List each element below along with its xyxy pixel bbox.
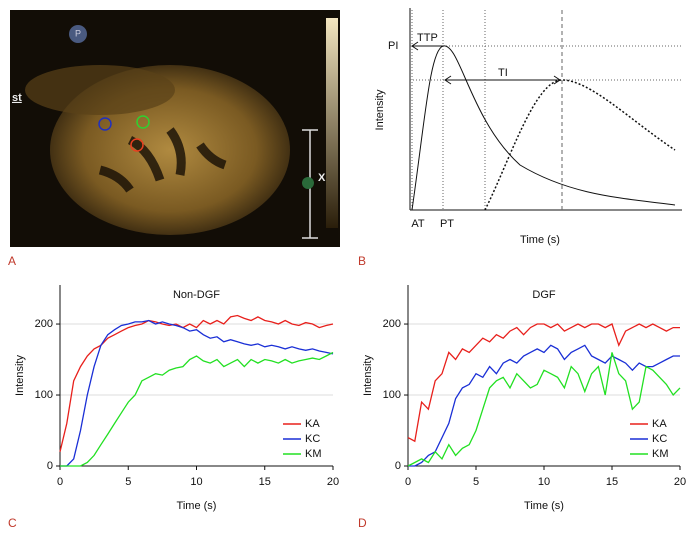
legend-label: KA <box>305 418 320 430</box>
image-marker: P <box>75 28 81 38</box>
y-axis-label: Intensity <box>362 355 374 396</box>
y-tick-label: 100 <box>35 389 53 401</box>
annotation: TTP <box>417 32 438 44</box>
y-tick-label: 200 <box>35 318 53 330</box>
panel-label: A <box>8 254 16 268</box>
y-axis-label: Intensity <box>14 355 26 396</box>
legend-label: KC <box>305 433 320 445</box>
x-tick-label: 15 <box>259 476 271 488</box>
y-tick-label: 200 <box>383 318 401 330</box>
panel-label: D <box>358 516 367 530</box>
chart-title: DGF <box>532 289 556 301</box>
ultrasound-image: P st X <box>10 10 340 247</box>
data-line <box>60 319 334 467</box>
x-tick-label: 0 <box>57 476 63 488</box>
y-axis-label: Intensity <box>374 89 386 130</box>
x-axis-label: Time (s) <box>177 500 217 512</box>
image-marker: X <box>318 172 326 184</box>
schematic: Intensity Time (s) PI TTP TI AT PT <box>374 8 682 246</box>
annotation: PI <box>388 40 398 52</box>
annotation: AT <box>411 218 425 230</box>
x-tick-label: 10 <box>538 476 550 488</box>
data-line <box>60 351 334 467</box>
panel-label: C <box>8 516 17 530</box>
x-tick-label: 20 <box>674 476 686 488</box>
legend-label: KC <box>652 433 667 445</box>
data-line <box>407 352 681 467</box>
annotation: PT <box>440 218 454 230</box>
chart-title: Non-DGF <box>173 289 220 301</box>
annotation: TI <box>498 67 508 79</box>
x-tick-label: 5 <box>473 476 479 488</box>
legend-label: KM <box>652 448 669 460</box>
x-axis-label: Time (s) <box>524 500 564 512</box>
legend-label: KM <box>305 448 322 460</box>
data-line <box>407 323 680 443</box>
data-line <box>408 344 680 467</box>
x-tick-label: 10 <box>190 476 202 488</box>
x-axis-label: Time (s) <box>520 234 560 246</box>
panel-label: B <box>358 254 366 268</box>
legend-label: KA <box>652 418 667 430</box>
x-tick-label: 20 <box>327 476 339 488</box>
x-tick-label: 5 <box>125 476 131 488</box>
y-tick-label: 0 <box>395 460 401 472</box>
y-tick-label: 0 <box>47 460 53 472</box>
x-tick-label: 15 <box>606 476 618 488</box>
y-tick-label: 100 <box>383 389 401 401</box>
x-tick-label: 0 <box>405 476 411 488</box>
data-line <box>59 314 334 452</box>
image-marker: st <box>12 92 22 104</box>
